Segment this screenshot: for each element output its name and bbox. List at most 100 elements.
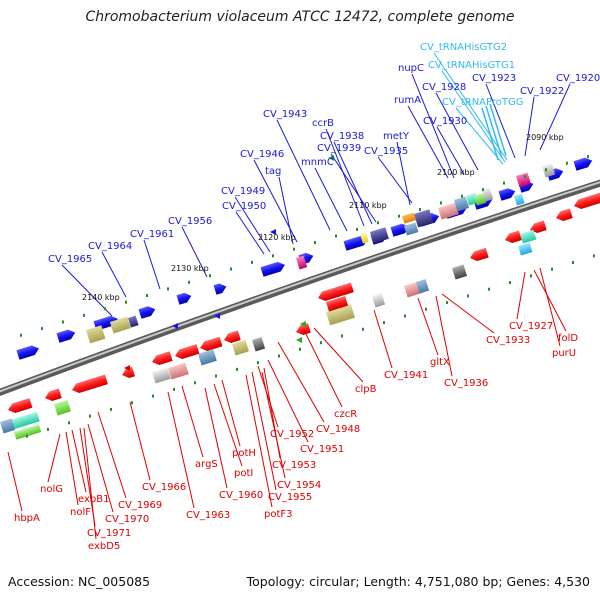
gene-label: purU — [552, 348, 576, 359]
tick-mark — [341, 334, 343, 338]
leader-line — [407, 105, 449, 179]
topology-text: Topology: circular; Length: 4,751,080 bp… — [246, 574, 590, 589]
leader-line — [234, 196, 271, 253]
gene-label: CV_1923 — [472, 73, 516, 84]
gene-label: CV_1954 — [277, 480, 321, 491]
reverse-gene-arrow — [556, 208, 573, 221]
gene-labels: CV_tRNAHisGTG2 CV_tRNAHisGTG1 CV_tRNAProTG… — [14, 42, 600, 552]
leader-line — [330, 153, 377, 223]
tick-label: 2130 kbp — [171, 264, 209, 273]
leader-line — [181, 226, 208, 278]
tick-mark — [251, 260, 253, 264]
tick-mark — [383, 321, 385, 325]
leader-line — [314, 167, 348, 232]
tick-mark — [41, 327, 43, 331]
forward-gene-arrow — [138, 306, 156, 319]
tick-mark — [467, 294, 469, 298]
gene-label: CV_1949 — [221, 186, 265, 197]
gene-label: nolF — [70, 507, 91, 518]
reverse-gene-arrow — [224, 330, 241, 343]
tick-mark — [572, 261, 574, 265]
gene-label: potI — [234, 468, 253, 479]
gene-features — [0, 103, 600, 440]
gene-label: metY — [383, 131, 410, 142]
leader-line — [303, 329, 343, 408]
tick-mark — [419, 208, 421, 212]
gene-label: ccrB — [312, 118, 334, 129]
leader-line — [276, 119, 331, 231]
small-feature-marker — [296, 337, 302, 343]
leader-line — [441, 293, 495, 334]
leader-line — [277, 341, 325, 423]
gene-label: folD — [558, 333, 578, 344]
gene-label: CV_1938 — [320, 131, 364, 142]
leader-line — [313, 327, 364, 383]
leader-line — [261, 371, 286, 479]
gene-label: tag — [265, 166, 281, 177]
forward-gene-arrow — [176, 292, 192, 305]
tick-mark — [83, 313, 85, 317]
small-feature-marker — [300, 321, 306, 327]
gene-label: CV_1941 — [384, 370, 428, 381]
reverse-gene-arrow — [470, 247, 489, 261]
gene-label: CV_tRNAProTGG — [442, 97, 523, 108]
gene-label: CV_1965 — [48, 254, 92, 265]
gene-feature-block — [85, 325, 106, 344]
gene-label: CV_1948 — [316, 424, 360, 435]
leader-line — [83, 427, 97, 540]
tick-mark — [488, 287, 490, 291]
gene-feature-block — [542, 163, 556, 178]
reverse-gene-arrow — [530, 220, 547, 233]
tick-mark — [314, 241, 316, 245]
leader-line — [143, 239, 161, 290]
tick-mark — [398, 214, 400, 218]
leader-line — [167, 391, 195, 509]
tick-mark — [20, 333, 22, 337]
leader-line — [411, 73, 455, 179]
tick-mark — [167, 287, 169, 291]
tick-label: 2140 kbp — [82, 293, 120, 302]
gene-label: CV_1971 — [87, 528, 131, 539]
gene-feature-block — [168, 362, 189, 380]
gene-label: CV_1930 — [423, 116, 467, 127]
tick-mark — [209, 274, 211, 278]
gene-label: CV_1953 — [272, 460, 316, 471]
tick-mark — [566, 161, 568, 165]
tick-mark — [377, 221, 379, 225]
gene-label: clpB — [355, 384, 377, 395]
tick-mark — [110, 407, 112, 411]
gene-label: CV_1939 — [317, 143, 361, 154]
tick-mark — [26, 434, 28, 438]
gene-feature-block — [370, 227, 389, 244]
accession-text: Accession: NC_005085 — [8, 574, 151, 589]
reverse-gene-arrow — [8, 398, 33, 413]
tick-mark — [524, 174, 526, 178]
leader-line — [333, 141, 373, 225]
tick-mark — [446, 301, 448, 305]
gene-label: CV_1936 — [444, 378, 488, 389]
gene-label: hbpA — [14, 513, 40, 524]
leader-line — [65, 431, 79, 506]
gene-label: rumA — [394, 95, 421, 106]
leader-line — [213, 383, 243, 467]
leader-line — [97, 411, 127, 499]
tick-mark — [278, 354, 280, 358]
forward-gene-arrow — [213, 283, 227, 295]
leader-line — [524, 96, 535, 157]
leader-line — [396, 141, 411, 206]
small-feature-marker — [270, 229, 276, 235]
gene-label: czcR — [334, 409, 357, 420]
tick-mark — [587, 155, 589, 159]
leader-line — [377, 156, 413, 204]
gene-label: CV_1933 — [486, 335, 530, 346]
leader-line — [47, 433, 61, 483]
leader-line — [435, 92, 479, 171]
leader-line — [71, 429, 87, 493]
small-feature-marker — [214, 313, 220, 319]
gene-label: CV_1966 — [142, 482, 186, 493]
gene-label: argS — [195, 459, 218, 470]
leader-line — [485, 83, 516, 159]
tick-mark — [335, 234, 337, 238]
gene-label: CV_1964 — [88, 241, 132, 252]
